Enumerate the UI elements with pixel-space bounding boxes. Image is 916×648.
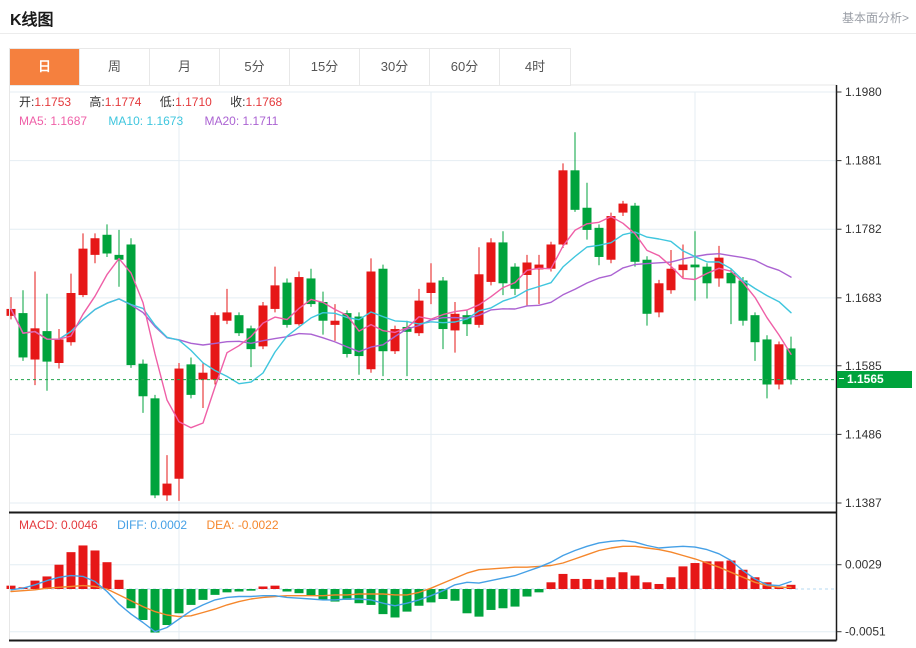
badge-tick-dash (839, 378, 844, 380)
current-price-badge: 1.1565 (837, 371, 912, 389)
svg-text:1.1683: 1.1683 (845, 291, 882, 305)
open-label: 开: (19, 95, 35, 109)
svg-text:1.1881: 1.1881 (845, 154, 882, 168)
tab-15min[interactable]: 15分 (290, 49, 360, 85)
close-label: 收: (230, 95, 246, 109)
svg-text:1.1980: 1.1980 (845, 85, 882, 99)
svg-text:1.1387: 1.1387 (845, 496, 882, 510)
ma20-legend: MA20: 1.1711 (204, 114, 279, 128)
open-value: 1.1753 (34, 95, 72, 109)
macd-value: MACD: 0.0046 (19, 518, 98, 532)
page-title: K线图 (10, 12, 54, 29)
tab-month[interactable]: 月 (150, 49, 220, 85)
period-tabs: 日 周 月 5分 15分 30分 60分 4时 (9, 48, 571, 86)
macd-legend: MACD: 0.0046 DIFF: 0.0002 DEA: -0.0022 (19, 518, 295, 532)
fundamental-analysis-link[interactable]: 基本面分析> (841, 11, 909, 25)
tab-60min[interactable]: 60分 (430, 49, 500, 85)
close-value: 1.1768 (245, 95, 283, 109)
tab-week[interactable]: 周 (80, 49, 150, 85)
ma5-legend: MA5: 1.1687 (19, 114, 88, 128)
tab-day[interactable]: 日 (10, 49, 80, 85)
tab-30min[interactable]: 30分 (360, 49, 430, 85)
low-value: 1.1710 (175, 95, 212, 109)
tab-5min[interactable]: 5分 (220, 49, 290, 85)
diff-value: DIFF: 0.0002 (117, 518, 188, 532)
tab-4hour[interactable]: 4时 (500, 49, 570, 85)
svg-text:-0.0051: -0.0051 (845, 625, 886, 639)
low-label: 低: (159, 95, 176, 109)
svg-text:1.1486: 1.1486 (845, 427, 882, 441)
dea-value: DEA: -0.0022 (206, 518, 279, 532)
ma-legend: MA5: 1.1687 MA10: 1.1673 MA20: 1.1711 (19, 114, 296, 128)
svg-text:0.0029: 0.0029 (845, 558, 882, 572)
ohlc-header: 开:1.1753 高:1.1774 低:1.1710 收:1.1768 (19, 93, 297, 110)
svg-text:1.1585: 1.1585 (845, 359, 882, 373)
current-price-text: 1.1565 (847, 372, 884, 387)
svg-text:1.1782: 1.1782 (845, 222, 882, 236)
header-divider (0, 33, 916, 34)
high-value: 1.1774 (104, 95, 142, 109)
ma10-legend: MA10: 1.1673 (108, 114, 184, 128)
high-label: 高: (89, 95, 105, 109)
